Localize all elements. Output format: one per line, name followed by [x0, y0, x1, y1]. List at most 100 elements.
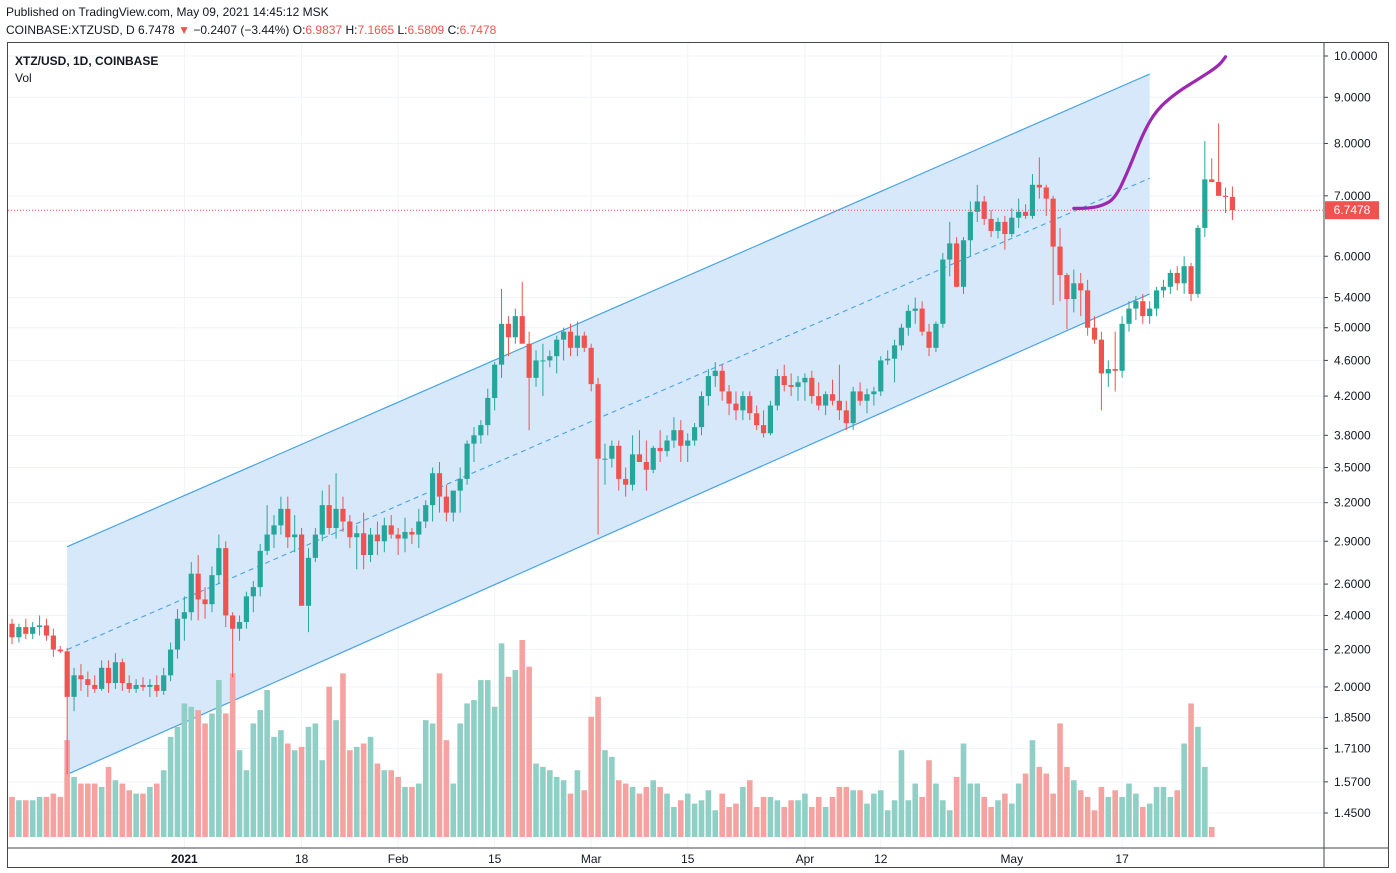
volume-bar [733, 803, 739, 837]
volume-bar [974, 783, 981, 837]
regression-channel [66, 73, 1150, 775]
channel-lower-line [66, 293, 1150, 775]
volume-bar [291, 750, 298, 837]
candle-body [988, 218, 994, 231]
candles [9, 123, 1236, 775]
volume-bar [836, 786, 843, 837]
candle-body [533, 360, 539, 378]
volume-bar [684, 793, 691, 837]
candle-body [271, 525, 277, 535]
volume-bar [857, 790, 863, 837]
axes: 10.0000 9.0000 8.0000 7.0000 6.0000 5.4000 5.0… [8, 43, 1388, 868]
volume-bar [298, 746, 305, 837]
candle-body [1043, 187, 1049, 199]
candle-body [871, 391, 877, 395]
price-tick-label: 1.8500 [1334, 710, 1371, 724]
candle-body [243, 596, 250, 623]
candle-body [181, 612, 187, 619]
candle-body [698, 396, 705, 428]
volume-bar [1084, 796, 1091, 837]
candle-body [954, 243, 960, 287]
candle-body [416, 521, 422, 535]
candle-body [967, 211, 974, 241]
candle-body [78, 675, 84, 680]
volume-bar [1064, 766, 1070, 837]
volume-bar [471, 700, 477, 837]
chart-frame[interactable] [7, 42, 1389, 868]
candle-body [30, 627, 36, 634]
candle-body [64, 651, 70, 697]
candle-body [402, 531, 408, 539]
candle-body [1105, 369, 1111, 374]
volume-bar [147, 786, 153, 837]
candle-body [498, 323, 505, 365]
candle-body [195, 573, 201, 600]
candle-body [429, 473, 436, 506]
candle-body [657, 447, 663, 452]
candle-body [1222, 195, 1229, 197]
price-tick-label: 2.0000 [1334, 680, 1371, 694]
candle-body [354, 533, 360, 538]
candle-body [816, 396, 822, 406]
high-label: H: [345, 23, 358, 37]
candle-body [457, 478, 463, 491]
candle-body [361, 533, 367, 556]
candle-body [926, 331, 932, 348]
candle-body [650, 447, 656, 470]
candle-body [285, 508, 291, 538]
volume-bar [746, 780, 753, 837]
volume-bar [71, 776, 77, 837]
volume-bar [43, 796, 50, 837]
candle-body [623, 478, 629, 485]
volume-bar [119, 783, 126, 837]
volume-bar [347, 750, 353, 837]
volume-bar [340, 673, 346, 837]
volume-bar [671, 806, 677, 837]
candle-body [940, 259, 946, 324]
candle-body [754, 413, 760, 426]
price-tick-label: 6.0000 [1334, 249, 1371, 263]
candle-body [547, 356, 553, 361]
candle-body [1167, 272, 1173, 287]
candle-body [802, 377, 808, 383]
volume-bar [64, 740, 70, 837]
projection-line [1072, 55, 1228, 210]
volume-bar [871, 793, 877, 837]
time-tick-label: 12 [874, 852, 888, 866]
candle-body [347, 521, 353, 538]
candle-body [574, 335, 580, 348]
projection-curve [1072, 55, 1228, 210]
volume-bar [891, 800, 898, 837]
candle-body [760, 425, 767, 434]
volume-bar [16, 800, 22, 837]
candle-body [319, 505, 325, 535]
volume-bar [877, 790, 884, 837]
candle-body [602, 458, 608, 460]
candle-body [395, 534, 401, 539]
candle-body [1098, 339, 1105, 374]
candle-body [36, 625, 43, 628]
ohlc-header: COINBASE:XTZUSD, D 6.7478 ▼ −0.2407 (−3.… [6, 23, 496, 37]
candle-body [471, 435, 477, 444]
volume-bar [1181, 743, 1187, 837]
volume-bar [1119, 796, 1125, 837]
candle-body [1202, 179, 1208, 228]
candle-body [643, 461, 649, 470]
candle-body [1112, 369, 1118, 371]
volume-bar [29, 800, 36, 837]
candle-body [23, 627, 29, 634]
candle-body [685, 440, 691, 446]
volume-bar [402, 786, 408, 837]
volume-bar [478, 680, 484, 837]
volume-bar [650, 780, 657, 837]
volume-bar [333, 720, 339, 837]
volume-bar [188, 706, 195, 837]
candle-body [188, 573, 194, 613]
volume-bar [967, 783, 974, 837]
candle-body [774, 376, 780, 406]
volume-bar [905, 800, 912, 837]
candle-body [126, 683, 132, 689]
candle-body [478, 425, 484, 436]
volume-bar [940, 800, 946, 837]
